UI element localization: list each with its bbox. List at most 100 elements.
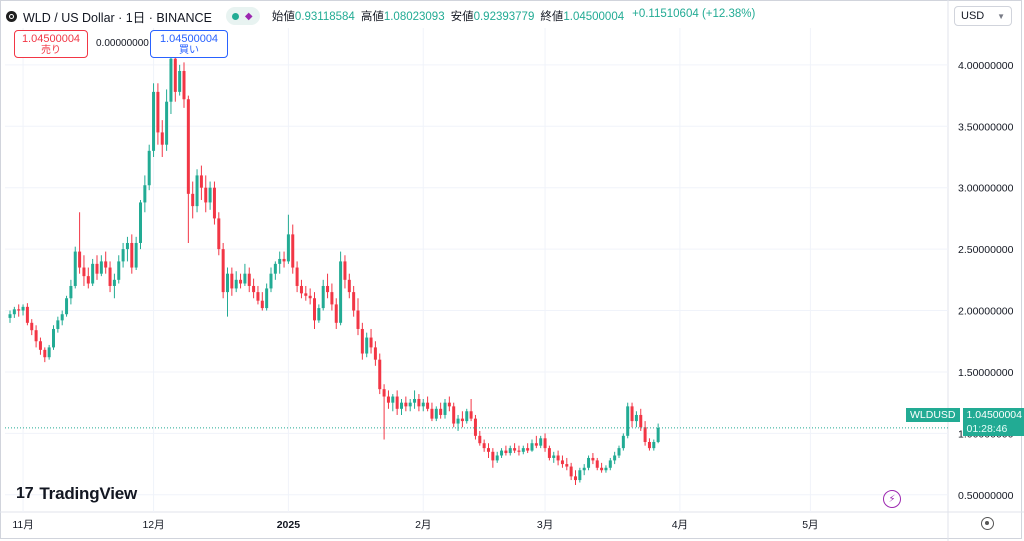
candle-body (182, 70, 186, 100)
candle-body (321, 285, 325, 309)
candle-body (656, 427, 660, 442)
candle (556, 450, 560, 466)
candle-body (173, 58, 177, 92)
candle (321, 279, 325, 311)
candle (473, 414, 477, 440)
settings-gear-icon[interactable] (981, 517, 994, 530)
candle-body (178, 70, 182, 92)
candle (630, 402, 634, 428)
symbol-logo-icon (6, 10, 17, 22)
candle-body (143, 185, 147, 203)
candle (604, 465, 608, 473)
candle-body (630, 406, 634, 422)
candle-body (212, 187, 216, 219)
candle-body (652, 441, 656, 449)
chart-header: WLD / US Dollar · 1日 · BINANCE ◆ 始値0.931… (6, 6, 755, 26)
candle-body (521, 448, 525, 452)
candle-body (243, 273, 247, 284)
candle (143, 175, 147, 213)
buy-label: 買い (179, 45, 199, 56)
candle-body (273, 263, 277, 274)
candle (317, 304, 321, 323)
candle (208, 181, 212, 210)
candle-body (226, 273, 229, 293)
candle (343, 255, 347, 289)
candle-body (508, 448, 512, 454)
candle-body (208, 187, 212, 203)
symbol-title[interactable]: WLD / US Dollar · 1日 · BINANCE (23, 10, 212, 25)
candle (574, 470, 577, 485)
candle-body (165, 101, 169, 145)
currency-select[interactable]: USD ▼ (954, 6, 1012, 26)
sell-button[interactable]: 1.04500004 売り (14, 30, 88, 58)
candle-body (413, 398, 417, 403)
candle (78, 212, 82, 274)
candle-body (56, 320, 60, 329)
candle-body (530, 443, 534, 451)
candle (356, 298, 360, 336)
candle-body (639, 414, 643, 428)
candle (539, 435, 543, 449)
candle-body (99, 261, 103, 274)
y-tick-label: 3.50000000 (958, 121, 1014, 133)
candle (452, 402, 456, 428)
candle-body (391, 396, 395, 403)
candle (517, 445, 521, 456)
candle-body (386, 396, 390, 403)
share-node-icon: ◆ (244, 10, 253, 22)
candle (330, 283, 334, 311)
candle (43, 347, 47, 363)
candle (273, 261, 277, 280)
candle (252, 278, 256, 299)
candle (417, 394, 421, 412)
candle-body (495, 455, 499, 461)
candle (256, 285, 260, 305)
candle (308, 288, 312, 305)
candle (299, 279, 303, 299)
candle (521, 445, 525, 455)
candle (34, 325, 38, 348)
candle (530, 439, 534, 452)
candle (652, 439, 656, 451)
y-tick-label: 0.50000000 (958, 490, 1014, 502)
candle-body (260, 300, 264, 309)
candle-body (195, 175, 199, 207)
currency-value: USD (961, 10, 985, 22)
buy-button[interactable]: 1.04500004 買い (150, 30, 228, 58)
candle (47, 344, 51, 360)
candle-body (265, 288, 269, 309)
candle (482, 439, 486, 452)
lightning-icon[interactable]: ⚡ (883, 490, 901, 508)
candle-body (421, 402, 425, 407)
candle (347, 273, 351, 299)
candle (352, 285, 356, 317)
candle (391, 394, 395, 412)
candle-body (539, 438, 543, 446)
candle-body (395, 396, 399, 409)
candle-body (482, 443, 486, 449)
candle-body (478, 435, 482, 444)
candle (56, 316, 60, 333)
candle-body (465, 411, 469, 422)
market-status[interactable]: ◆ (225, 7, 260, 25)
candle (191, 181, 195, 219)
candle (582, 464, 586, 476)
candle (534, 435, 538, 449)
chevron-down-icon: ▼ (997, 11, 1005, 21)
candle-body (108, 267, 112, 286)
tradingview-logo[interactable]: 17 TradingView (16, 484, 137, 504)
candle-body (608, 460, 612, 468)
candle-body (121, 249, 125, 262)
candle (465, 408, 469, 424)
candle-body (8, 314, 12, 318)
candle (491, 448, 495, 468)
candle-body (25, 306, 29, 323)
candle-body (504, 450, 508, 454)
candle (278, 251, 282, 274)
candle (656, 423, 660, 444)
candle-body (373, 347, 377, 360)
candle-body (534, 443, 538, 446)
candle-body (434, 408, 438, 419)
candle (560, 455, 564, 468)
